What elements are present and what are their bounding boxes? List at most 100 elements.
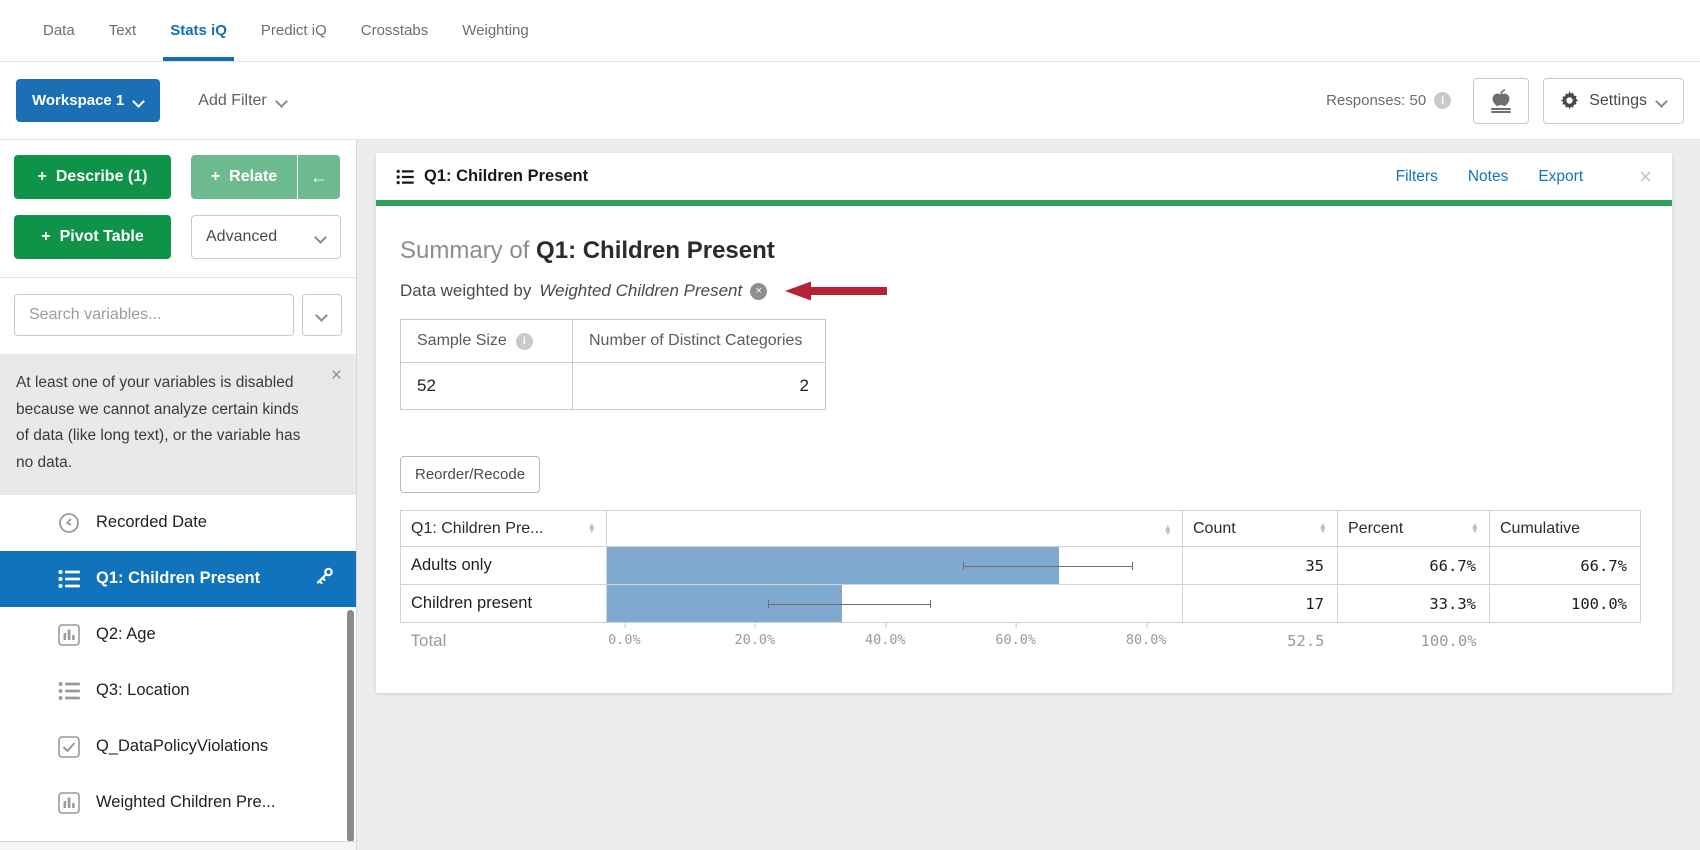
sample-size-table: Sample Size i Number of Distinct Categor… [400,319,826,410]
sidebar-scrollbar[interactable] [347,610,354,842]
sort-icon[interactable]: ▲ ▼ [587,519,596,535]
notice-text: At least one of your variables is disabl… [16,374,301,471]
gear-icon [1560,91,1579,110]
plus-icon: + [210,168,221,185]
card-title: Q1: Children Present [396,167,588,186]
relate-label: Relate [229,168,278,185]
total-label: Total [400,622,607,659]
variable-column-header[interactable]: Q1: Children Pre... ▲ ▼ [400,510,607,547]
workspace-button[interactable]: Workspace 1 [16,79,161,122]
responses-label: Responses: 50 [1326,92,1427,109]
category-bar-cell [606,584,1183,623]
sidebar: + Describe (1) + Relate ← + Pivot Table [0,140,357,850]
list-icon [57,569,81,589]
tab-crosstabs[interactable]: Crosstabs [360,22,429,39]
cumulative-column-header[interactable]: Cumulative [1489,510,1641,547]
close-icon[interactable]: × [330,365,342,386]
sample-size-header: Sample Size i [400,319,573,363]
plus-icon: + [41,228,51,245]
count-column-header[interactable]: Count ▲ ▼ [1182,510,1338,547]
distinct-categories-value: 2 [572,362,826,410]
category-bar-cell [606,546,1183,585]
red-annotation-arrow [785,281,888,301]
tab-predict-iq[interactable]: Predict iQ [260,22,327,39]
apple-book-icon [1491,88,1512,113]
reorder-recode-button[interactable]: Reorder/Recode [400,456,541,493]
export-link[interactable]: Export [1538,167,1584,185]
info-icon[interactable]: i [1434,92,1452,109]
weighted-variable-name: Weighted Children Present [539,281,743,300]
variable-label: Q2: Age [96,625,156,644]
bar-chart-icon [57,623,81,646]
tab-weighting[interactable]: Weighting [462,22,529,39]
learning-resources-button[interactable] [1473,77,1530,124]
relate-button[interactable]: + Relate [191,155,298,199]
chart-column-header[interactable]: ▲ ▼ [606,510,1183,547]
remove-weight-icon[interactable]: × [750,282,768,300]
frequency-table: Q1: Children Pre... ▲ ▼ ▲ ▼ Count ▲ ▼ Perce… [400,510,1641,659]
tab-data[interactable]: Data [43,22,75,39]
info-icon[interactable]: i [515,332,533,350]
chevron-down-icon [317,310,327,320]
sidebar-bottom-edge [0,841,356,850]
describe-label: Describe (1) [55,168,148,185]
tab-stats-iq[interactable]: Stats iQ [153,0,244,61]
sort-icon[interactable]: ▲ ▼ [1470,519,1479,535]
clock-icon [57,512,81,534]
variable-label: Weighted Children Pre... [96,793,276,812]
summary-heading: Summary of Q1: Children Present [400,237,1640,265]
advanced-dropdown[interactable]: Advanced [191,215,341,259]
notes-link[interactable]: Notes [1467,167,1509,185]
variable-q1-children-present[interactable]: Q1: Children Present [0,550,356,607]
search-options-dropdown[interactable] [302,294,342,336]
list-icon [396,169,414,184]
category-label: Children present [400,584,607,623]
list-icon [57,681,81,701]
bar-chart-icon [57,791,81,814]
describe-button[interactable]: + Describe (1) [14,155,171,199]
variable-recorded-date[interactable]: Recorded Date [0,495,356,551]
percent-value: 66.7% [1337,546,1490,585]
summary-prefix: Summary of [400,237,530,264]
workspace-label: Workspace 1 [32,92,125,109]
sample-size-value: 52 [400,362,573,410]
plus-icon: + [37,168,47,185]
chevron-down-icon [134,96,144,106]
filters-link[interactable]: Filters [1395,167,1438,185]
variable-weighted-children-present[interactable]: Weighted Children Pre... [0,775,356,831]
pivot-table-button[interactable]: + Pivot Table [14,215,171,259]
advanced-label: Advanced [206,228,278,245]
sort-icon[interactable]: ▲ ▼ [1318,519,1327,535]
search-input[interactable] [14,294,294,336]
axis-ticks: 0.0% 20.0% 40.0% 60.0% 80.0% [606,622,1183,659]
settings-button[interactable]: Settings [1543,77,1684,124]
variable-q3-location[interactable]: Q3: Location [0,663,356,719]
sort-icon[interactable]: ▲ ▼ [1163,521,1172,537]
tab-text[interactable]: Text [108,22,137,39]
variable-column-label: Q1: Children Pre... [411,519,544,537]
percent-column-label: Percent [1348,519,1404,537]
table-row: Children present 17 33.3% 100.0% [400,584,1641,623]
count-value: 17 [1182,584,1338,623]
table-row: Adults only 35 66.7% 66.7% [400,546,1641,585]
top-nav: Data Text Stats iQ Predict iQ Crosstabs … [0,0,1700,62]
add-filter-button[interactable]: Add Filter [198,92,286,110]
weighted-by-line: Data weighted by Weighted Children Prese… [400,280,1640,302]
percent-column-header[interactable]: Percent ▲ ▼ [1337,510,1490,547]
collapse-panel-button[interactable]: ← [298,155,340,199]
cumulative-value: 100.0% [1489,584,1641,623]
error-bar [963,562,1134,570]
close-icon[interactable]: × [1639,163,1652,189]
checkbox-icon [57,735,81,758]
key-icon [314,566,334,591]
axis-tick: 0.0% [608,623,641,648]
axis-tick: 80.0% [1125,623,1167,648]
total-percent: 100.0% [1337,622,1490,659]
variable-q-datapolicyviolations[interactable]: Q_DataPolicyViolations [0,719,356,775]
variable-label: Q1: Children Present [96,569,261,588]
chevron-down-icon [277,96,287,106]
settings-label: Settings [1589,91,1647,109]
cumulative-value: 66.7% [1489,546,1641,585]
count-column-label: Count [1193,519,1236,537]
variable-q2-age[interactable]: Q2: Age [0,607,356,663]
